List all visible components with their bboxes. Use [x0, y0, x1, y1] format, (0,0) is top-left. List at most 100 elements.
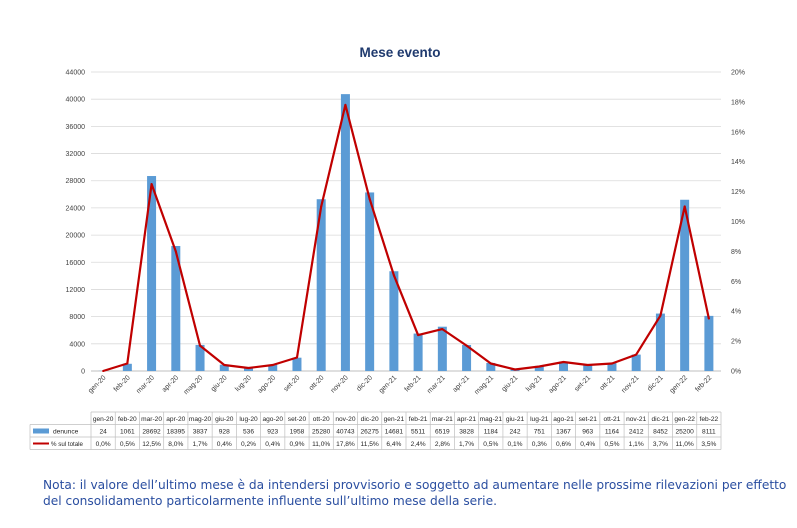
bar: [413, 333, 423, 371]
x-tick-label: mag-21: [473, 374, 495, 396]
x-tick-label: lug-21: [525, 374, 544, 393]
table-header-cell: ago-20: [262, 416, 283, 423]
x-tick-label: gen-22: [669, 374, 689, 394]
table-bar-value: 928: [219, 429, 230, 436]
line-point: [635, 353, 638, 356]
y-right-tick-label: 18%: [731, 99, 745, 106]
table-bar-value: 28692: [142, 429, 161, 436]
y-right-tick-label: 2%: [731, 339, 741, 346]
table-bar-value: 8111: [702, 429, 716, 436]
y-left-tick-label: 12000: [66, 287, 86, 294]
line-point: [586, 364, 589, 367]
table-header-cell: lug-21: [530, 416, 549, 423]
line-point: [368, 198, 371, 201]
table-bar-value: 536: [243, 429, 254, 436]
table-line-value: 1,1%: [629, 441, 644, 448]
line-point: [150, 183, 153, 186]
x-axis-labels: gen-20 feb-20 mar-20 apr-20 mag-20 giu-20 lug-…: [87, 374, 713, 396]
y-right-tick-label: 20%: [731, 70, 745, 77]
table-line-value: 1,7%: [459, 441, 474, 448]
table-header-cell: lug-20: [239, 416, 258, 423]
y-left-tick-label: 24000: [66, 205, 86, 212]
bar: [486, 362, 496, 371]
table-line-value: 0,0%: [96, 441, 111, 448]
y-left-tick-label: 4000: [69, 341, 85, 348]
bar: [292, 357, 302, 371]
x-tick-label: ott-20: [308, 374, 326, 392]
table-line-value: 0,6%: [556, 441, 571, 448]
table-bar-value: 751: [534, 429, 545, 436]
y-axis-right: 0% 2% 4% 6% 8% 10% 12% 14% 16% 18% 20%: [731, 70, 745, 376]
x-tick-label: apr-21: [452, 374, 471, 393]
line-point: [126, 362, 129, 365]
y-left-tick-label: 40000: [66, 97, 86, 104]
table-line-value: 11,0%: [312, 441, 330, 448]
x-tick-label: giu-20: [210, 374, 229, 393]
bar: [244, 367, 253, 371]
x-tick-label: set-20: [283, 374, 302, 393]
table-line-value: 2,8%: [435, 441, 450, 448]
line-point: [199, 344, 202, 347]
table-line-value: 3,5%: [701, 441, 716, 448]
table-header-cell: ott-20: [313, 416, 330, 423]
y-right-tick-label: 0%: [731, 369, 741, 376]
line-point: [489, 362, 492, 365]
table-header-cell: apr-21: [457, 416, 476, 423]
bar: [437, 326, 447, 371]
table-header-cell: feb-22: [700, 416, 719, 423]
footnote-line-1: Nota: il valore dell’ultimo mese è da in…: [43, 478, 787, 492]
table-line-value: 0,4%: [265, 441, 280, 448]
y-left-tick-label: 36000: [66, 124, 86, 131]
table-line-value: 6,4%: [386, 441, 401, 448]
line-point: [223, 364, 226, 367]
table-line-value: 12,5%: [142, 441, 161, 448]
bar: [534, 365, 544, 371]
table-bar-value: 6519: [435, 429, 450, 436]
table-header-cell: apr-20: [166, 416, 185, 423]
y-right-tick-label: 12%: [731, 189, 745, 196]
y-left-tick-label: 44000: [66, 70, 86, 77]
bar: [171, 245, 181, 371]
table-header-cell: gen-20: [93, 416, 114, 423]
line-point: [514, 368, 517, 371]
line-point: [320, 205, 323, 208]
legend-label-percent: % sul totale: [51, 441, 84, 448]
table-bar-value: 1061: [120, 429, 135, 436]
table-header-cell: dic-21: [651, 416, 669, 423]
table-bar-value: 3828: [459, 429, 474, 436]
grid: [91, 71, 721, 372]
y-left-tick-label: 8000: [69, 314, 85, 321]
table-bar-value: 5511: [411, 429, 426, 436]
table-header-cell: nov-21: [626, 416, 646, 423]
line-point: [271, 364, 274, 367]
table-header-cell: mag-20: [189, 416, 212, 423]
line-point: [441, 328, 444, 331]
table-line-value: 3,7%: [653, 441, 668, 448]
line-point: [707, 317, 710, 320]
x-tick-label: gen-20: [87, 374, 107, 394]
table-header-cell: feb-20: [118, 416, 137, 423]
table-bar-value: 26275: [360, 429, 379, 436]
y-right-tick-label: 16%: [731, 129, 745, 136]
x-tick-label: nov-21: [621, 374, 641, 394]
table-header-cell: mar-21: [432, 416, 453, 423]
table-line-value: 11,5%: [361, 441, 379, 448]
table-bar-value: 1958: [290, 429, 305, 436]
bar: [631, 354, 641, 371]
line-point: [465, 344, 468, 347]
table-header-cell: set-21: [579, 416, 598, 423]
line-point: [247, 367, 250, 370]
x-tick-label: gen-21: [378, 374, 398, 394]
line-point: [659, 314, 662, 317]
line-point: [102, 370, 105, 372]
table-line-value: 0,4%: [580, 441, 595, 448]
table-bar-value: 1367: [556, 429, 571, 436]
table-bar-value: 1184: [484, 429, 499, 436]
line-point: [392, 274, 395, 277]
table-line-value: 0,1%: [508, 441, 523, 448]
legend-label-denunce: denunce: [53, 429, 79, 436]
table-line-value: 0,5%: [604, 441, 619, 448]
bar: [583, 364, 593, 371]
line-point: [344, 103, 347, 106]
